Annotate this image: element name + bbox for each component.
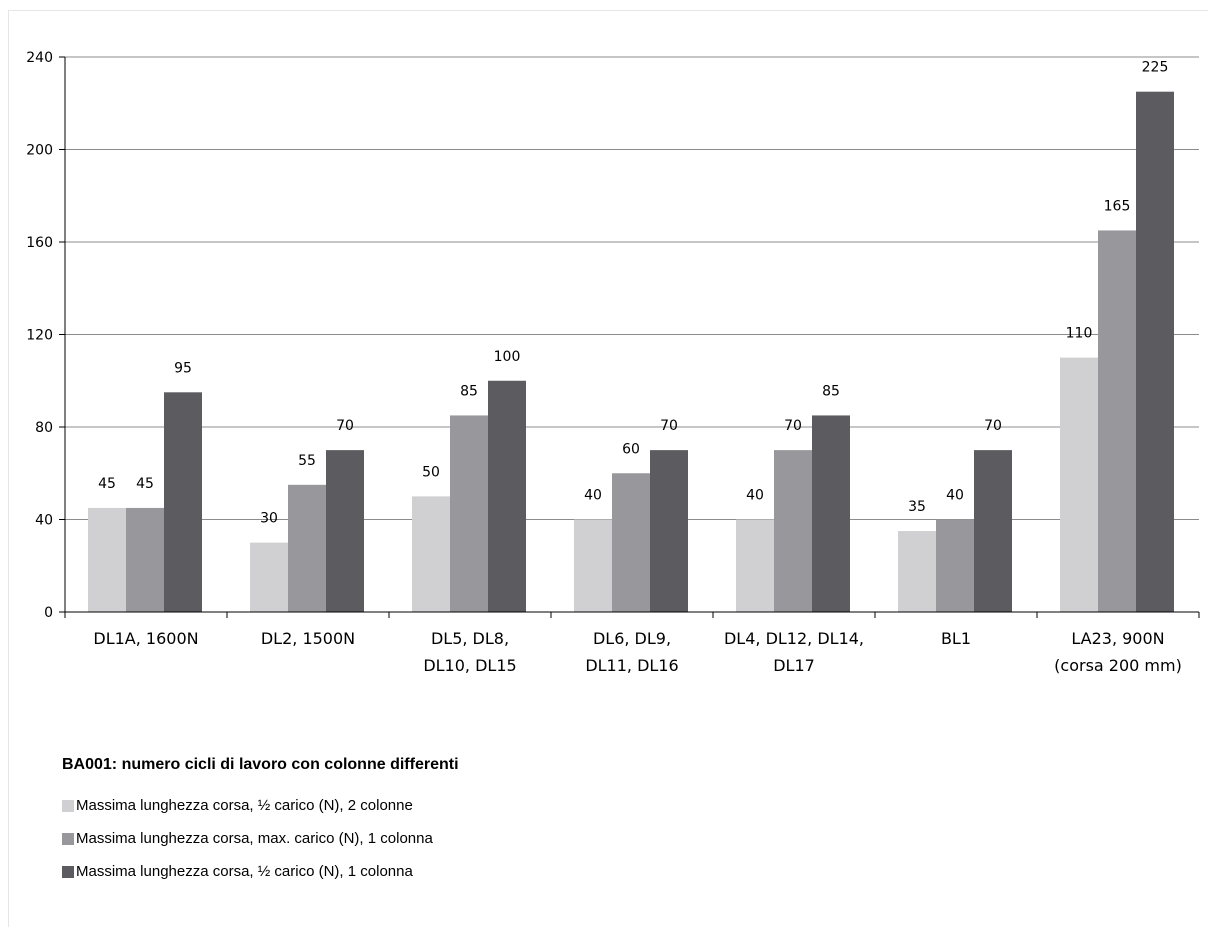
data-label-s3-c4: 70 bbox=[660, 418, 678, 434]
data-label-s2-c3: 85 bbox=[460, 383, 478, 399]
bar-s2-c3 bbox=[450, 415, 488, 612]
legend-swatch-series-2 bbox=[62, 832, 74, 845]
y-tick-label-200: 200 bbox=[26, 143, 53, 159]
bar-s2-c1 bbox=[126, 507, 164, 612]
bar-s2-c4 bbox=[612, 473, 650, 612]
bar-chart: 0 40 80 120 160 200 240 45 30 50 40 40 35 110 45 55 85 60… bbox=[26, 50, 1200, 675]
data-label-s3-c7: 225 bbox=[1142, 60, 1169, 76]
bar-s1-c3 bbox=[412, 496, 450, 612]
legend-label-series-1: Massima lunghezza corsa, ½ carico (N), 2… bbox=[76, 797, 413, 814]
data-label-s2-c4: 60 bbox=[622, 441, 640, 457]
x-category-label-4: DL6, DL9, DL11, DL16 bbox=[585, 629, 678, 675]
data-label-s1-c5: 40 bbox=[746, 488, 764, 504]
data-label-s3-c6: 70 bbox=[984, 418, 1002, 434]
bar-s3-c3 bbox=[488, 380, 526, 612]
bar-s2-c7 bbox=[1098, 230, 1136, 612]
y-tick-label-40: 40 bbox=[35, 513, 53, 529]
bar-s1-c2 bbox=[250, 542, 288, 612]
bar-s1-c1 bbox=[88, 507, 126, 612]
bar-s3-c1 bbox=[164, 392, 202, 612]
y-tick-label-120: 120 bbox=[26, 328, 53, 344]
bar-s1-c4 bbox=[574, 519, 612, 612]
legend-label-series-2: Massima lunghezza corsa, max. carico (N)… bbox=[76, 830, 433, 847]
data-label-s3-c1: 95 bbox=[174, 360, 192, 376]
y-tick-label-240: 240 bbox=[26, 50, 53, 66]
legend-swatch-series-3 bbox=[62, 865, 74, 878]
y-tick-label-160: 160 bbox=[26, 235, 53, 251]
data-label-s2-c2: 55 bbox=[298, 453, 316, 469]
bar-s2-c6 bbox=[936, 519, 974, 612]
x-category-label-2: DL2, 1500N bbox=[261, 629, 355, 648]
chart-frame bbox=[8, 10, 1208, 927]
x-category-label-7: LA23, 900N (corsa 200 mm) bbox=[1054, 629, 1182, 675]
x-category-label-6: BL1 bbox=[941, 629, 971, 648]
legend: BA001: numero cicli di lavoro con colonn… bbox=[62, 756, 459, 893]
data-label-s3-c5: 85 bbox=[822, 383, 840, 399]
data-label-s2-c5: 70 bbox=[784, 418, 802, 434]
x-category-label-1: DL1A, 1600N bbox=[93, 629, 198, 648]
data-label-s2-c7: 165 bbox=[1104, 198, 1131, 214]
legend-swatch-series-1 bbox=[62, 799, 74, 812]
x-category-label-3: DL5, DL8, DL10, DL15 bbox=[423, 629, 516, 675]
bar-s3-c4 bbox=[650, 450, 688, 612]
bar-s2-c2 bbox=[288, 484, 326, 612]
bar-s1-c5 bbox=[736, 519, 774, 612]
legend-item-series-3: Massima lunghezza corsa, ½ carico (N), 1… bbox=[62, 860, 459, 883]
bar-s3-c5 bbox=[812, 415, 850, 612]
y-tick-label-0: 0 bbox=[44, 605, 53, 621]
data-label-s1-c6: 35 bbox=[908, 499, 926, 515]
bar-s1-c6 bbox=[898, 531, 936, 612]
bar-s3-c6 bbox=[974, 450, 1012, 612]
data-label-s3-c3: 100 bbox=[494, 349, 521, 365]
y-tick-label-80: 80 bbox=[35, 420, 53, 436]
legend-item-series-2: Massima lunghezza corsa, max. carico (N)… bbox=[62, 827, 459, 850]
x-category-label-5: DL4, DL12, DL14, DL17 bbox=[724, 629, 864, 675]
data-label-s3-c2: 70 bbox=[336, 418, 354, 434]
data-label-s1-c4: 40 bbox=[584, 488, 602, 504]
legend-item-series-1: Massima lunghezza corsa, ½ carico (N), 2… bbox=[62, 794, 459, 817]
chart-title: BA001: numero cicli di lavoro con colonn… bbox=[62, 756, 459, 773]
bar-s1-c7 bbox=[1060, 357, 1098, 612]
data-label-s2-c6: 40 bbox=[946, 488, 964, 504]
data-label-s1-c3: 50 bbox=[422, 464, 440, 480]
bar-s3-c7 bbox=[1136, 91, 1174, 612]
legend-label-series-3: Massima lunghezza corsa, ½ carico (N), 1… bbox=[76, 863, 413, 880]
bar-s2-c5 bbox=[774, 450, 812, 612]
data-label-s1-c1: 45 bbox=[98, 476, 116, 492]
data-label-s1-c7: 110 bbox=[1066, 326, 1093, 342]
data-label-s1-c2: 30 bbox=[260, 511, 278, 527]
data-label-s2-c1: 45 bbox=[136, 476, 154, 492]
bar-s3-c2 bbox=[326, 450, 364, 612]
